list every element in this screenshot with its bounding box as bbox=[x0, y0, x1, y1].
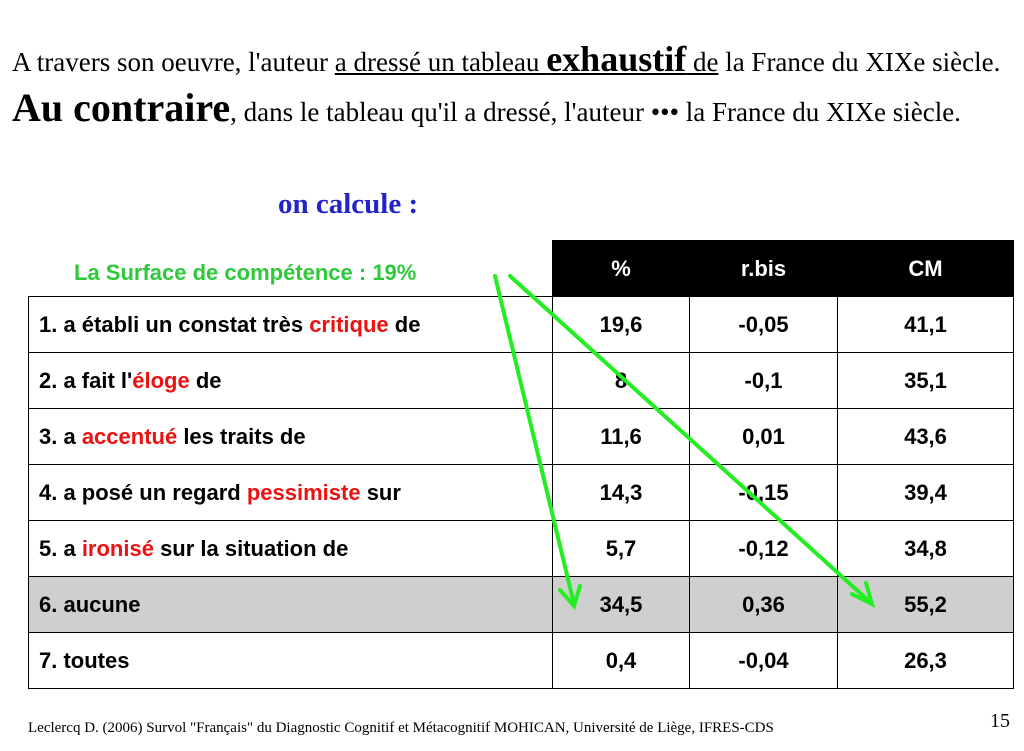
intro-line2-rest: , dans le tableau qu'il a dressé, l'aute… bbox=[230, 97, 961, 127]
row-label: 2. a fait l'éloge de bbox=[28, 352, 553, 409]
keyword-pessimiste: pessimiste bbox=[246, 479, 361, 505]
intro-keyword-exhaustif: exhaustif bbox=[546, 39, 687, 79]
keyword-eloge: éloge bbox=[132, 367, 190, 393]
cell-cm: 35,1 bbox=[837, 352, 1014, 409]
cell-cm: 41,1 bbox=[837, 296, 1014, 353]
cell-rbis: 0,01 bbox=[689, 408, 838, 465]
keyword-accentue: accentué bbox=[81, 423, 178, 449]
cell-rbis: -0,05 bbox=[689, 296, 838, 353]
header-rbis: r.bis bbox=[689, 240, 838, 297]
results-table: % r.bis CM 1. a établi un constat très c… bbox=[28, 240, 1014, 689]
row-label: 5. a ironisé sur la situation de bbox=[28, 520, 553, 577]
intro-line1-start: A travers son oeuvre, l'auteur bbox=[12, 47, 335, 77]
cell-cm: 34,8 bbox=[837, 520, 1014, 577]
cell-pct: 14,3 bbox=[552, 464, 690, 521]
cell-pct: 8 bbox=[552, 352, 690, 409]
intro-sentence-2: Au contraire, dans le tableau qu'il a dr… bbox=[12, 85, 1012, 135]
cell-pct: 34,5 bbox=[552, 576, 690, 633]
cell-cm: 26,3 bbox=[837, 632, 1014, 689]
calc-label: on calcule : bbox=[278, 188, 419, 220]
cell-rbis: -0,15 bbox=[689, 464, 838, 521]
cell-pct: 19,6 bbox=[552, 296, 690, 353]
intro-line1-end: la France du XIXe siècle. bbox=[718, 47, 1001, 77]
row-label: 7. toutes bbox=[28, 632, 553, 689]
keyword-critique: critique bbox=[309, 311, 389, 337]
table-row: 3. a accentué les traits de 11,6 0,01 43… bbox=[28, 408, 1014, 465]
cell-pct: 11,6 bbox=[552, 408, 690, 465]
table-row: 4. a posé un regard pessimiste sur 14,3 … bbox=[28, 464, 1014, 521]
footer-citation: Leclercq D. (2006) Survol "Français" du … bbox=[28, 720, 774, 736]
cell-pct: 5,7 bbox=[552, 520, 690, 577]
intro-underlined-part1: a dressé un tableau bbox=[334, 47, 547, 77]
page-number: 15 bbox=[990, 710, 1010, 732]
intro-text: A travers son oeuvre, l'auteur a dressé … bbox=[12, 36, 1012, 135]
intro-underlined-part2: de bbox=[686, 47, 719, 77]
keyword-ironise: ironisé bbox=[81, 535, 154, 561]
table-row: 1. a établi un constat très critique de … bbox=[28, 296, 1014, 353]
header-pct: % bbox=[552, 240, 690, 297]
intro-sentence-1: A travers son oeuvre, l'auteur a dressé … bbox=[12, 36, 1012, 85]
cell-pct: 0,4 bbox=[552, 632, 690, 689]
header-cm: CM bbox=[837, 240, 1014, 297]
cell-cm: 39,4 bbox=[837, 464, 1014, 521]
row-label: 1. a établi un constat très critique de bbox=[28, 296, 553, 353]
cell-rbis: -0,04 bbox=[689, 632, 838, 689]
row-label: 6. aucune bbox=[28, 576, 553, 633]
cell-rbis: -0,12 bbox=[689, 520, 838, 577]
cell-rbis: 0,36 bbox=[689, 576, 838, 633]
cell-cm: 43,6 bbox=[837, 408, 1014, 465]
row-label: 4. a posé un regard pessimiste sur bbox=[28, 464, 553, 521]
table-row: 5. a ironisé sur la situation de 5,7 -0,… bbox=[28, 520, 1014, 577]
table-row: 7. toutes 0,4 -0,04 26,3 bbox=[28, 632, 1014, 689]
cell-cm: 55,2 bbox=[837, 576, 1014, 633]
intro-au-contraire: Au contraire bbox=[12, 85, 231, 130]
intro-underlined: a dressé un tableau exhaustif de bbox=[334, 39, 719, 79]
row-label: 3. a accentué les traits de bbox=[28, 408, 553, 465]
table-row: 2. a fait l'éloge de 8 -0,1 35,1 bbox=[28, 352, 1014, 409]
surface-label: La Surface de compétence : 19% bbox=[74, 260, 417, 285]
table-row-highlighted: 6. aucune 34,5 0,36 55,2 bbox=[28, 576, 1014, 633]
cell-rbis: -0,1 bbox=[689, 352, 838, 409]
